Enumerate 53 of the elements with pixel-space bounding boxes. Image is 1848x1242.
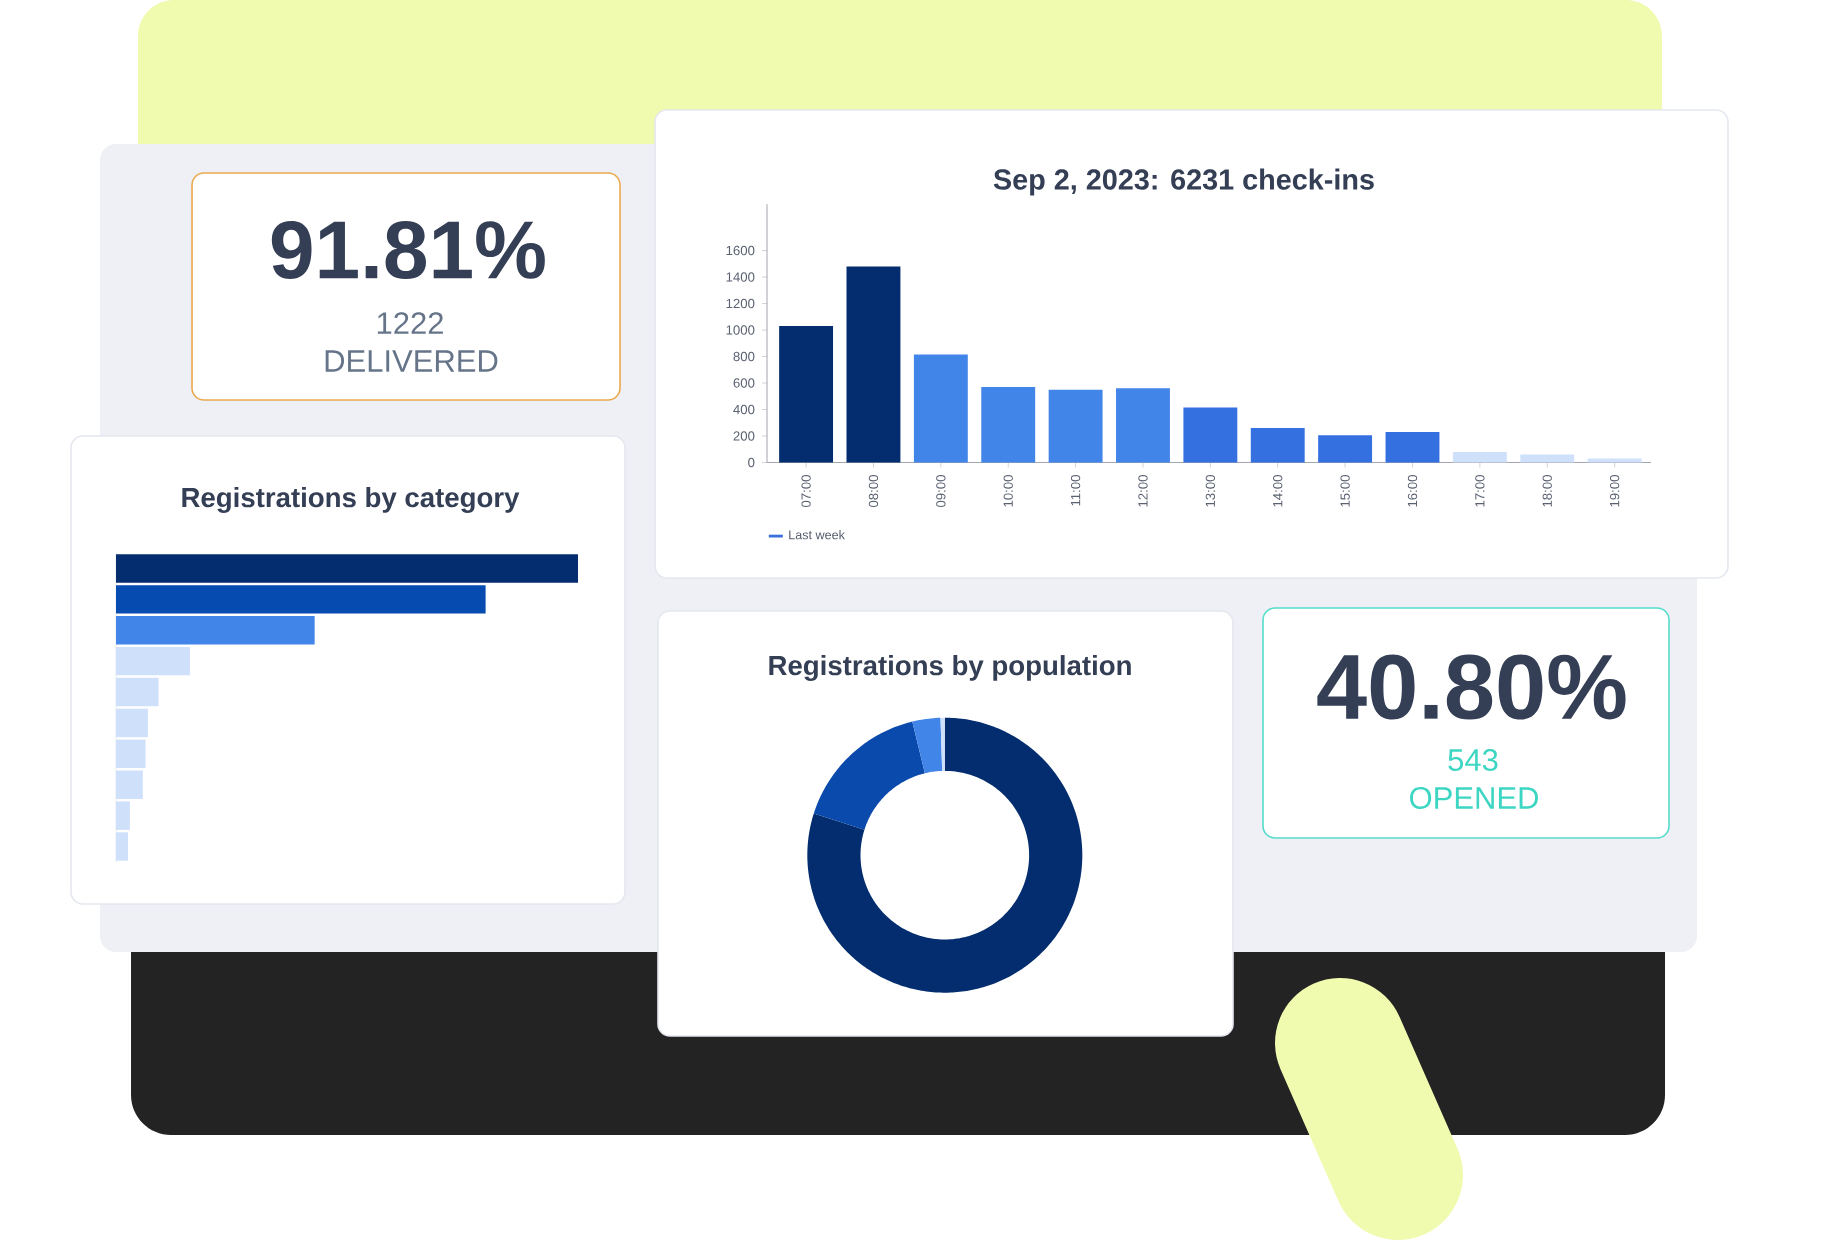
y-tick-label: 1400 (726, 272, 755, 282)
bar (116, 677, 159, 707)
bar (779, 326, 834, 463)
x-tick-label: 11:00 (1070, 475, 1081, 506)
bar (1048, 389, 1103, 463)
x-tick-label: 14:00 (1273, 475, 1283, 507)
x-tick-label: 16:00 (1407, 475, 1418, 507)
bar (116, 770, 143, 799)
text: OPENED (1410, 787, 1538, 809)
y-tick-label: 200 (733, 431, 755, 441)
text: DELIVERED (325, 350, 498, 372)
bar (846, 266, 901, 463)
bar (116, 832, 129, 861)
text: 91.81% (271, 220, 545, 280)
y-tick-label: 800 (733, 351, 755, 362)
y-tick-label: 0 (748, 457, 755, 468)
bar (981, 386, 1036, 463)
bar (116, 585, 486, 614)
x-tick-label: 17:00 (1475, 475, 1485, 507)
x-tick-label: 07:00 (801, 475, 811, 508)
text: 40.80% (1317, 654, 1626, 720)
chart-title: Registrations by category (182, 487, 520, 513)
bar (1116, 388, 1170, 463)
legend-label: Last week (789, 530, 845, 540)
chart-title: Registrations by population (769, 655, 1131, 681)
y-tick-label: 400 (733, 404, 755, 415)
x-tick-label: 19:00 (1609, 475, 1620, 507)
y-tick-label: 1200 (726, 298, 755, 309)
bar (1385, 432, 1440, 463)
x-tick-label: 15:00 (1340, 475, 1350, 507)
x-tick-label: 10:00 (1003, 475, 1013, 507)
bar (116, 801, 130, 830)
bar (116, 646, 190, 676)
bar (1250, 428, 1305, 463)
bar (913, 354, 968, 463)
y-tick-label: 1000 (726, 325, 755, 335)
text: 1222 (377, 312, 443, 334)
bar (116, 708, 148, 738)
bar (116, 554, 579, 583)
x-tick-label: 08:00 (868, 475, 879, 508)
y-tick-label: 600 (733, 378, 755, 388)
bar (1183, 407, 1238, 463)
x-tick-label: 18:00 (1542, 475, 1552, 507)
bar (1318, 435, 1373, 463)
text: 543 (1448, 749, 1498, 771)
x-tick-label: 13:00 (1205, 475, 1216, 507)
y-tick-label: 1600 (726, 245, 755, 256)
x-tick-label: 12:00 (1138, 475, 1148, 507)
bar (1452, 451, 1507, 463)
chart-title: Sep 2, 2023: 6231 check-ins (993, 168, 1374, 196)
bar (116, 616, 315, 645)
x-tick-label: 09:00 (936, 475, 946, 508)
bar (116, 739, 146, 769)
